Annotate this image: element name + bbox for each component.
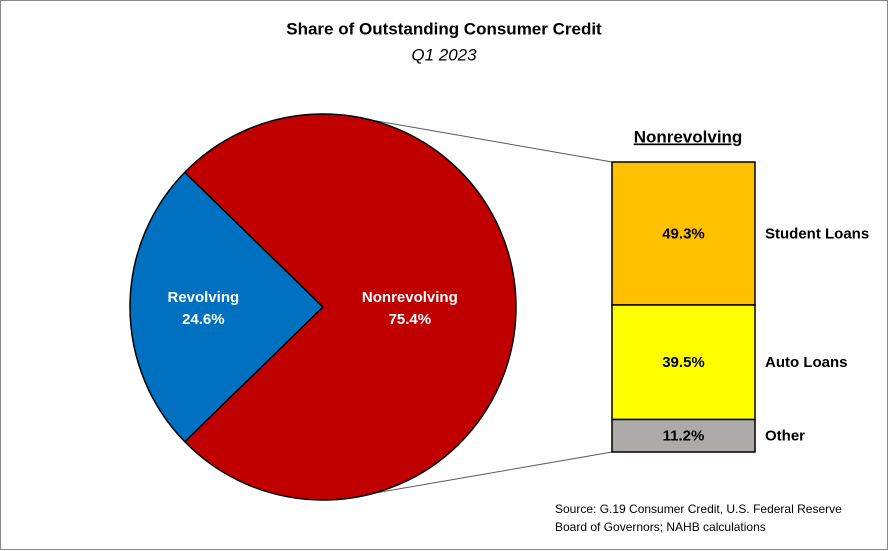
connector-line bbox=[372, 451, 613, 494]
segment-label: Auto Loans bbox=[765, 354, 848, 371]
slice-label: Revolving bbox=[167, 289, 239, 306]
segment-value-label: 39.5% bbox=[662, 354, 705, 371]
chart-subtitle: Q1 2023 bbox=[411, 45, 477, 64]
segment-label: Other bbox=[765, 428, 805, 445]
slice-value-label: 24.6% bbox=[182, 311, 225, 328]
slice-label: Nonrevolving bbox=[362, 289, 458, 306]
chart-title: Share of Outstanding Consumer Credit bbox=[286, 19, 602, 38]
bar-segment bbox=[611, 418, 756, 453]
bar-segment bbox=[611, 304, 756, 421]
segment-value-label: 11.2% bbox=[663, 428, 705, 445]
segment-value-label: 49.3% bbox=[662, 225, 705, 242]
source-note: Source: G.19 Consumer Credit, U.S. Feder… bbox=[555, 502, 842, 534]
pie-slice bbox=[129, 171, 325, 443]
pie-slice bbox=[183, 113, 517, 501]
bar-segment bbox=[611, 161, 756, 306]
bar-title: Nonrevolving bbox=[634, 127, 743, 146]
slice-value-label: 75.4% bbox=[389, 311, 432, 328]
connector-line bbox=[369, 119, 613, 163]
annotation-box: Source: G.19 Consumer Credit, U.S. Feder… bbox=[555, 502, 842, 534]
segment-label: Student Loans bbox=[765, 225, 869, 242]
